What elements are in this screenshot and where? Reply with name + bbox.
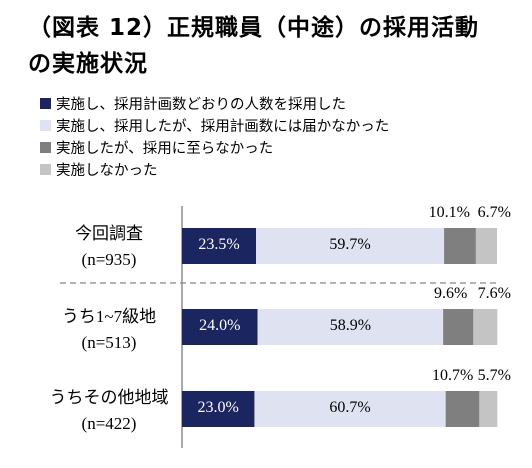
bar-segment [479, 391, 498, 427]
legend-item: 実施したが、採用に至らなかった [40, 136, 389, 158]
legend-item: 実施しなかった [40, 158, 389, 180]
legend-item: 実施し、採用計画数どおりの人数を採用した [40, 92, 389, 114]
bar-segment [475, 228, 497, 264]
bar-segment [182, 309, 258, 345]
data-label: 10.1% [428, 204, 470, 221]
category-label: 今回調査 (n=935) [35, 221, 183, 273]
data-label: 6.7% [477, 204, 511, 221]
legend: 実施し、採用計画数どおりの人数を採用した 実施し、採用したが、採用計画数には届か… [40, 92, 389, 180]
bar-segment [256, 228, 445, 264]
category-label: うち1~7級地 (n=513) [35, 304, 183, 356]
legend-label: 実施しなかった [56, 162, 158, 179]
bar-segment [182, 391, 255, 427]
category-sample-size: (n=422) [81, 414, 137, 433]
legend-swatch [40, 97, 51, 109]
bar-segment [257, 309, 444, 345]
legend-label: 実施したが、採用に至らなかった [56, 140, 274, 157]
legend-swatch [40, 119, 51, 131]
data-label: 10.7% [432, 367, 474, 384]
legend-swatch [40, 141, 51, 153]
legend-item: 実施し、採用したが、採用計画数には届かなかった [40, 114, 389, 136]
legend-label: 実施し、採用したが、採用計画数には届かなかった [56, 118, 390, 135]
bar-segment [473, 309, 498, 345]
data-label: 60.7% [329, 399, 371, 416]
bar-segment [445, 391, 480, 427]
data-label: 23.5% [198, 236, 240, 253]
category-label: うちその他地域 (n=422) [35, 385, 183, 437]
legend-label: 実施し、採用計画数どおりの人数を採用した [56, 96, 346, 113]
category-sample-size: (n=935) [81, 250, 137, 269]
category-name: うち1~7級地 [61, 307, 157, 326]
chart-title-line1: （図表 12）正規職員（中途）の採用活動 [28, 15, 480, 41]
data-label: 23.0% [197, 399, 239, 416]
bar-segment [182, 228, 257, 264]
bar-segment [254, 391, 446, 427]
category-sample-size: (n=513) [81, 333, 137, 352]
data-label: 58.9% [329, 317, 372, 334]
data-label: 5.7% [477, 367, 511, 384]
data-label: 59.7% [329, 236, 371, 253]
category-name: うちその他地域 [49, 388, 169, 407]
data-label: 7.6% [477, 285, 511, 302]
bar-segment [443, 309, 474, 345]
category-name: 今回調査 [75, 224, 143, 243]
legend-swatch [40, 163, 51, 175]
chart-title-line2: の実施状況 [28, 51, 148, 77]
bar-segment [444, 228, 476, 264]
data-label: 9.6% [434, 285, 468, 302]
data-label: 24.0% [199, 317, 241, 334]
